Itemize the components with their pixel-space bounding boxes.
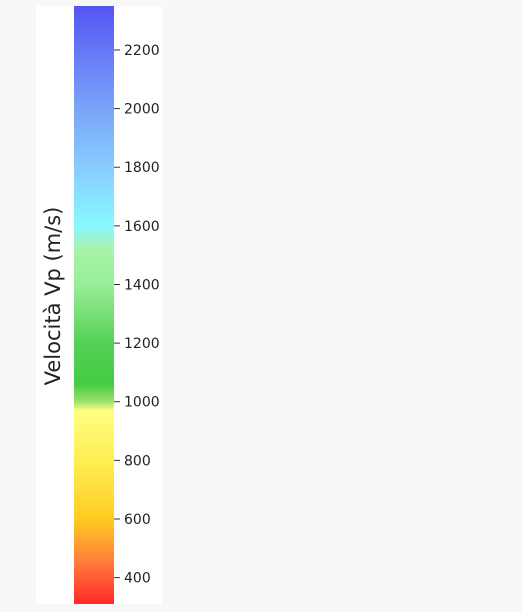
tick-label: 800 (124, 453, 151, 469)
tick-label: 2200 (124, 43, 160, 59)
tick-label: 400 (124, 571, 151, 587)
tick-label: 1000 (124, 395, 160, 411)
colorbar-ticks: 400 600 800 1000 1200 1400 1600 1800 2000 2200 (114, 43, 160, 587)
tick-label: 600 (124, 512, 151, 528)
tick-label: 1600 (124, 219, 160, 235)
tick-label: 1200 (124, 336, 160, 352)
tick-label: 1400 (124, 277, 160, 293)
tick-label: 2000 (124, 102, 160, 118)
tick-label: 1800 (124, 160, 160, 176)
axis-label: Velocità Vp (m/s) (41, 207, 65, 386)
colorbar-gradient (74, 6, 114, 604)
